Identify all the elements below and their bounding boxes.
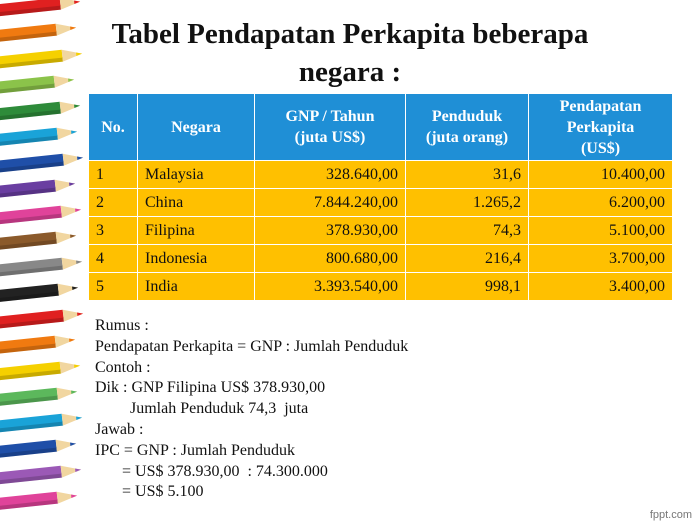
slide-title: negara : (298, 56, 402, 88)
header-line: Pendapatan (559, 97, 642, 115)
pencil (0, 47, 83, 72)
pencil-decoration (0, 0, 84, 514)
pencil (0, 463, 82, 488)
table-row: 1 Malaysia 328.640,00 31,6 10.400,00 (88, 160, 673, 189)
table-cell: 6.200,00 (528, 188, 673, 217)
header-line: No. (101, 118, 125, 136)
note-line: = US$ 378.930,00 : 74.300.000 (122, 462, 328, 480)
pencil (0, 151, 84, 176)
table-row: 4 Indonesia 800.680,00 216,4 3.700,00 (88, 244, 673, 273)
table-cell: 378.930,00 (254, 216, 406, 245)
header-cell: Penduduk (juta orang) (405, 93, 529, 161)
pencil (0, 437, 77, 462)
table-body: 1 Malaysia 328.640,00 31,6 10.400,00 2 China 7.… (88, 160, 673, 301)
table-cell: 4 (88, 244, 138, 273)
pencil (0, 489, 78, 514)
notes: Rumus : Pendapatan Perkapita = GNP : Jum… (95, 316, 408, 503)
table-cell: 328.640,00 (254, 160, 406, 189)
pencil (0, 359, 81, 384)
note-line: = US$ 5.100 (122, 483, 204, 501)
slide-title: Tabel Pendapatan Perkapita beberapa (111, 18, 589, 50)
table-cell: 3.400,00 (528, 272, 673, 301)
table-cell: 1 (88, 160, 138, 189)
table-row: 3 Filipina 378.930,00 74,3 5.100,00 (88, 216, 673, 245)
header-line: (juta US$) (294, 129, 366, 146)
pencil (0, 385, 78, 410)
pencil (0, 99, 81, 124)
table-cell: Indonesia (137, 244, 255, 273)
table-cell: 3.700,00 (528, 244, 673, 273)
pencil (0, 333, 76, 358)
header-line: Negara (171, 118, 221, 136)
pencil (0, 229, 77, 254)
table-cell: 216,4 (405, 244, 529, 273)
table-cell: India (137, 272, 255, 301)
note-line: Rumus : (95, 317, 149, 334)
note-line: Jawab : (95, 420, 144, 438)
pencil (0, 281, 79, 306)
header-cell: GNP / Tahun (juta US$) (254, 93, 406, 161)
header-line: (juta orang) (425, 129, 509, 146)
table-cell: 31,6 (405, 160, 529, 189)
table-cell: 2 (88, 188, 138, 217)
pencil (0, 21, 77, 46)
table-cell: 3 (88, 216, 138, 245)
header-cell: Pendapatan Perkapita (US$) (528, 93, 673, 161)
note-line: IPC = GNP : Jumlah Penduduk (95, 441, 295, 459)
header-line: Penduduk (431, 108, 503, 125)
header-line: GNP / Tahun (285, 108, 375, 125)
pencil (0, 125, 78, 150)
header-cell: No. (88, 93, 138, 161)
table-cell: 800.680,00 (254, 244, 406, 273)
income-table: No. Negara GNP / Tahun (juta US$) Penduduk (j… (88, 93, 673, 301)
table-cell: Filipina (137, 216, 255, 245)
header-line: (US$) (580, 139, 621, 157)
header-cell: Negara (137, 93, 255, 161)
pencil (0, 177, 76, 202)
table-cell: China (137, 188, 255, 217)
footer: fppt.com (649, 509, 692, 521)
table-cell: 7.844.240,00 (254, 188, 406, 217)
table-row: 5 India 3.393.540,00 998,1 3.400,00 (88, 272, 673, 301)
table-row: 2 China 7.844.240,00 1.265,2 6.200,00 (88, 188, 673, 217)
table-cell: 74,3 (405, 216, 529, 245)
note-line: Dik : GNP Filipina US$ 378.930,00 (95, 379, 326, 397)
table-cell: 998,1 (405, 272, 529, 301)
pencil (0, 73, 75, 98)
table-cell: 3.393.540,00 (254, 272, 406, 301)
table-cell: 1.265,2 (405, 188, 529, 217)
header-row: No. Negara GNP / Tahun (juta US$) Penduduk (j… (88, 93, 673, 161)
note-line: Jumlah Penduduk 74,3 juta (130, 400, 309, 418)
pencil (0, 307, 84, 332)
table-cell: 5.100,00 (528, 216, 673, 245)
note-line: Contoh : (95, 358, 151, 376)
pencil (0, 203, 82, 228)
header-line: Perkapita (566, 118, 635, 136)
pencil (0, 0, 81, 20)
table-cell: 5 (88, 272, 138, 301)
note-line: Pendapatan Perkapita = GNP : Jumlah Pend… (95, 337, 409, 355)
table-cell: 10.400,00 (528, 160, 673, 189)
table-cell: Malaysia (137, 160, 255, 189)
pencil (0, 411, 83, 436)
pencil (0, 255, 83, 280)
